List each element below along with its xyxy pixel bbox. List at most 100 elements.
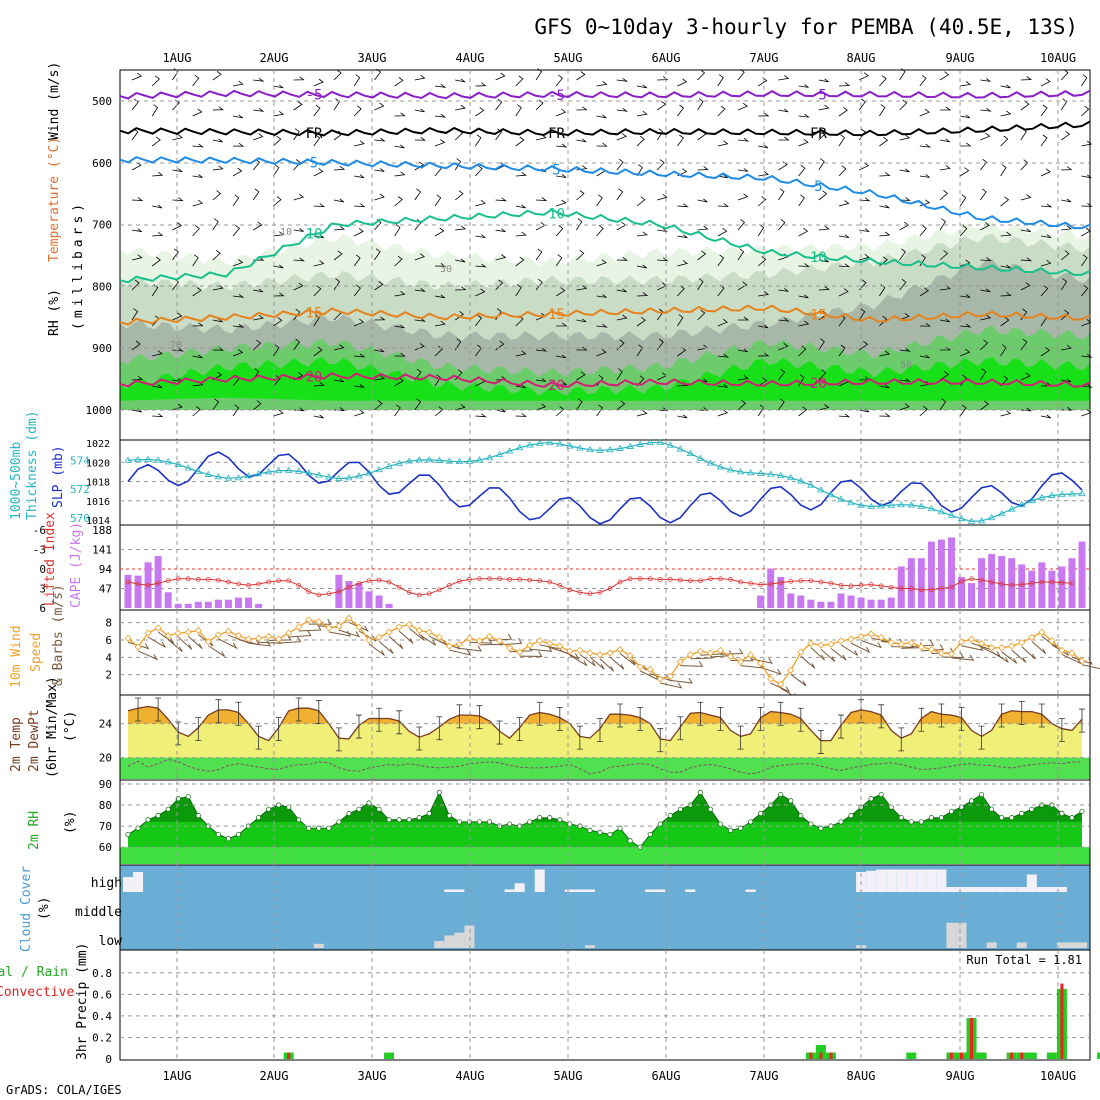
- wind-barb: [1000, 410, 1012, 417]
- wind-barb: [1040, 414, 1052, 419]
- wind-barb-10m: [790, 673, 807, 687]
- wind-barb: [1040, 259, 1052, 267]
- wind-barb: [798, 113, 810, 118]
- thickness-marker: [586, 445, 594, 453]
- thickness-marker: [546, 438, 554, 446]
- li-marker: [547, 579, 553, 585]
- cape-bar: [877, 599, 885, 608]
- cape-bar: [214, 599, 222, 608]
- wind-barb: [980, 78, 991, 82]
- thickness-marker: [415, 456, 423, 463]
- thickness-label-2: Thickness (dm): [25, 410, 40, 520]
- wind-barb: [939, 71, 950, 81]
- cape-bar: [767, 568, 775, 608]
- pressure-tick: 600: [92, 157, 112, 170]
- wind-barb: [555, 225, 564, 237]
- wind-speed-marker: [747, 651, 755, 659]
- cape-bar: [1058, 566, 1066, 608]
- wind-barb: [677, 314, 684, 327]
- wind-barb: [737, 219, 746, 231]
- cape-bar: [345, 581, 353, 608]
- wind-barb: [152, 413, 164, 418]
- wind-barb: [353, 284, 361, 297]
- wind-barb: [899, 134, 911, 141]
- wind-barb: [697, 69, 706, 81]
- thickness-marker: [325, 473, 333, 480]
- minmax-errorbar: [135, 697, 142, 722]
- li-marker: [507, 577, 512, 582]
- wind-barb: [959, 167, 970, 177]
- wind-barb: [535, 99, 544, 111]
- li-marker: [236, 581, 241, 587]
- minmax-errorbar: [958, 706, 965, 731]
- precip-conv-bar: [287, 1052, 291, 1059]
- wind-barb: [333, 165, 346, 171]
- wind-barb: [515, 136, 525, 147]
- rh-marker: [788, 798, 794, 804]
- wind-barb-10m: [1071, 656, 1093, 665]
- precip-tick: 0.4: [92, 1010, 112, 1023]
- wind10-barbs-label: & Barbs (m/s): [51, 584, 66, 686]
- thickness-marker: [636, 440, 644, 447]
- wind-barb: [475, 413, 487, 418]
- thickness-marker: [847, 498, 855, 506]
- isotherm-label: 10: [548, 206, 565, 222]
- cloud-level-label: middle: [75, 905, 122, 920]
- wind-barb: [454, 338, 462, 351]
- wind-barb: [313, 234, 324, 239]
- thickness-marker: [987, 513, 996, 521]
- wind-barb: [1020, 257, 1033, 262]
- wind-barb: [778, 188, 785, 201]
- high-cloud-bar: [906, 869, 917, 892]
- wind-speed-marker: [777, 680, 785, 688]
- wind-barb: [374, 348, 385, 353]
- cloud-unit-label: (%): [37, 897, 52, 920]
- date-label-bottom: 9AUG: [946, 1069, 975, 1083]
- wind-barb: [293, 282, 304, 291]
- pressure-tick: 900: [92, 342, 112, 355]
- precip-panel: 0 0.2 0.4 0.6 0.8 Run Total = 1.81: [92, 949, 1100, 1066]
- wind-barb: [293, 308, 301, 321]
- isotherm-label: 10: [306, 227, 323, 243]
- li-marker: [768, 581, 774, 587]
- wind-barb: [717, 105, 726, 117]
- minmax-errorbar: [777, 701, 784, 726]
- wind-barb: [192, 254, 199, 267]
- wind-speed-marker: [666, 672, 674, 680]
- date-label-bottom: 8AUG: [847, 1069, 876, 1083]
- wind-tick: 6: [105, 634, 112, 647]
- wind-barb: [778, 75, 790, 81]
- thickness-marker: [536, 439, 544, 446]
- wind-barb: [616, 107, 629, 112]
- cape-bar: [837, 593, 845, 608]
- thickness-marker: [606, 446, 614, 453]
- wind-barb: [818, 158, 825, 171]
- rh-marker: [446, 813, 452, 819]
- wind-barb: [1040, 346, 1050, 357]
- li-marker: [286, 578, 292, 584]
- rh-marker: [296, 817, 302, 823]
- wind-barb: [1081, 74, 1088, 87]
- wind-barb: [253, 107, 265, 112]
- wind-barb: [273, 231, 285, 237]
- wind-barb: [434, 262, 447, 267]
- wind-barb: [394, 352, 406, 357]
- thickness-marker: [827, 491, 835, 498]
- wind-barb: [1020, 338, 1028, 351]
- wind-barb: [939, 398, 947, 411]
- high-cloud-bar: [1016, 887, 1027, 892]
- wind-barb: [252, 400, 262, 411]
- temp-tick: 20: [99, 752, 112, 765]
- wind-speed-marker: [978, 639, 986, 648]
- wind-barb: [737, 193, 749, 201]
- wind-barb: [192, 287, 202, 297]
- thickness-marker: [525, 441, 534, 448]
- wind-barb: [717, 174, 728, 179]
- wind-barb: [960, 81, 972, 87]
- wind-barb: [939, 165, 951, 171]
- wind-barb: [394, 77, 404, 87]
- li-marker: [878, 583, 884, 589]
- low-cloud-bar: [444, 935, 455, 948]
- wind-barb: [454, 190, 464, 201]
- wind-barb: [596, 225, 604, 237]
